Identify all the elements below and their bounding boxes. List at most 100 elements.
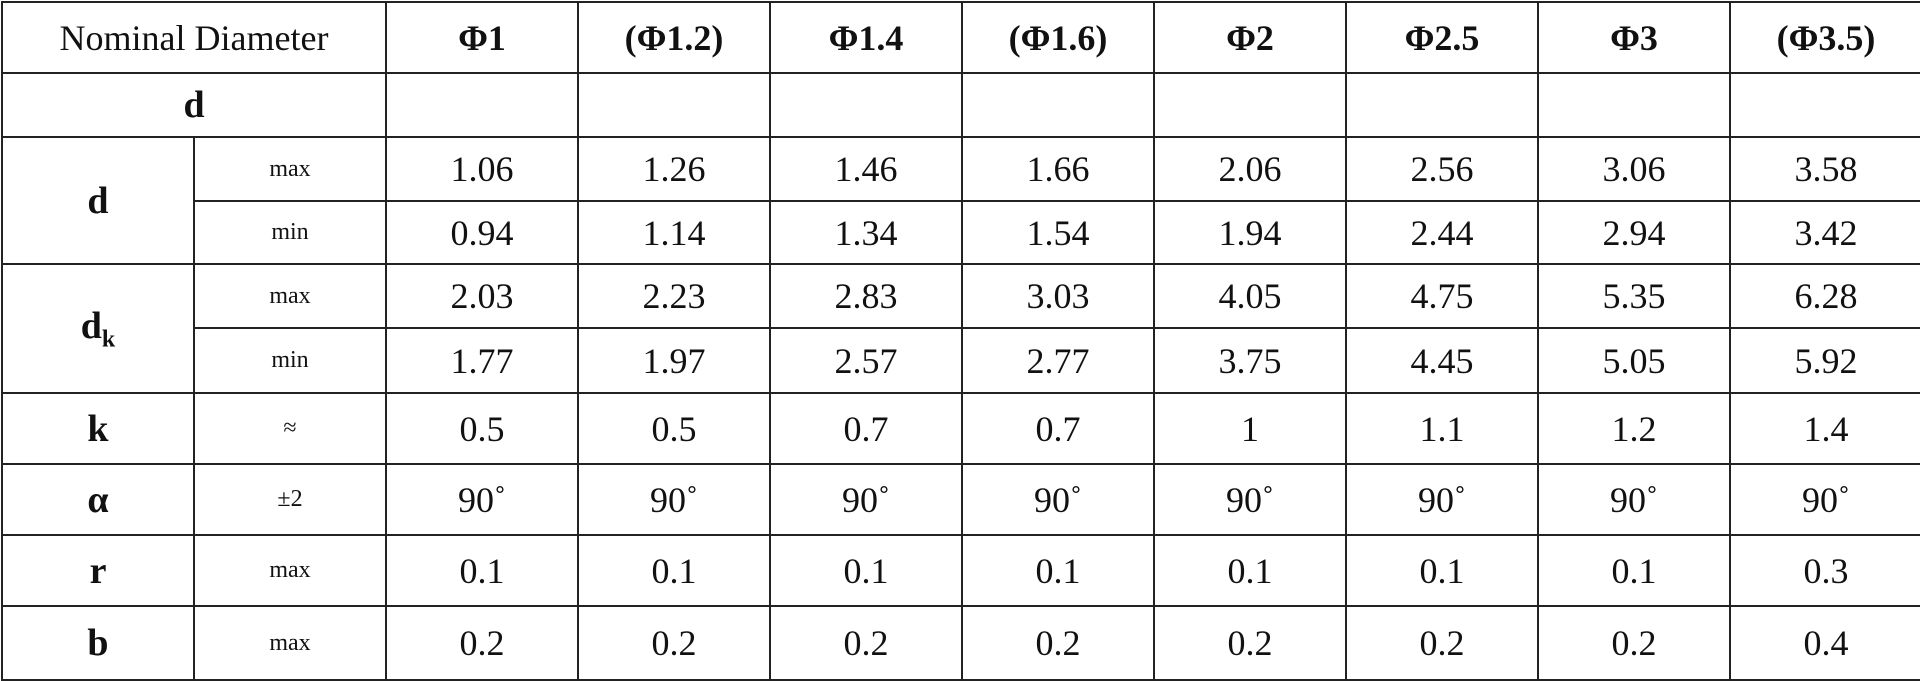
- value-cell: 1: [1153, 392, 1348, 465]
- value-cell: 3.58: [1729, 136, 1920, 202]
- value-cell: 0.3: [1729, 534, 1920, 607]
- value-cell: 2.94: [1537, 200, 1732, 265]
- value-cell: 90˚: [1153, 463, 1348, 536]
- symbol: k: [87, 407, 109, 450]
- value-cell: 0.1: [1345, 534, 1540, 607]
- empty-cell: [769, 72, 964, 138]
- value-cell: 0.1: [1153, 534, 1348, 607]
- tolerance-cell: max: [192, 534, 388, 607]
- value-cell: 1.54: [961, 200, 1156, 265]
- header-cell: Φ1: [385, 1, 580, 74]
- value-cell: 1.34: [769, 200, 964, 265]
- tolerance-cell: max: [192, 605, 388, 681]
- header-cell: Φ3: [1537, 1, 1732, 74]
- value-cell: 90˚: [1537, 463, 1732, 536]
- empty-cell: [961, 72, 1156, 138]
- empty-cell: [1153, 72, 1348, 138]
- tolerance-cell: max: [192, 136, 388, 202]
- empty-cell: [385, 72, 580, 138]
- table-row: d: [0, 72, 1920, 138]
- table-row: dk max 2.03 2.23 2.83 3.03 4.05 4.75 5.35 6.28: [1, 263, 1920, 394]
- value-cell: 90˚: [385, 463, 580, 536]
- header-cell: (Φ1.2): [577, 1, 772, 74]
- value-cell: 0.7: [961, 392, 1156, 465]
- empty-cell: [1537, 72, 1732, 138]
- tolerance-cell: min: [192, 200, 388, 265]
- header-cell: Φ2: [1153, 1, 1348, 74]
- value-cell: 1.2: [1537, 392, 1732, 465]
- value-cell: 90˚: [1729, 463, 1920, 536]
- value-cell: 5.92: [1729, 327, 1920, 394]
- symbol: r: [89, 549, 107, 592]
- value-cell: 2.57: [769, 327, 964, 394]
- symbol-cell: d: [1, 136, 195, 265]
- table-row: r max 0.1 0.1 0.1 0.1 0.1 0.1 0.1 0.3: [1, 534, 1920, 607]
- value-cell: 0.2: [577, 605, 772, 681]
- table-row: b max 0.2 0.2 0.2 0.2 0.2 0.2 0.2 0.4: [1, 605, 1920, 681]
- value-cell: 1.94: [1153, 200, 1348, 265]
- tolerance-cell: ≈: [192, 392, 388, 465]
- value-cell: 2.83: [769, 263, 964, 329]
- value-cell: 4.75: [1345, 263, 1540, 329]
- value-cell: 0.2: [1537, 605, 1732, 681]
- symbol: d: [87, 179, 109, 222]
- symbol-cell: b: [1, 605, 195, 681]
- value-cell: 1.77: [385, 327, 580, 394]
- empty-cell: [1345, 72, 1540, 138]
- value-cell: 1.97: [577, 327, 772, 394]
- value-cell: 1.46: [769, 136, 964, 202]
- value-cell: 90˚: [1345, 463, 1540, 536]
- symbol: α: [87, 478, 109, 521]
- value-cell: 0.2: [1153, 605, 1348, 681]
- value-cell: 5.05: [1537, 327, 1732, 394]
- value-cell: 2.23: [577, 263, 772, 329]
- table-row: d max 1.06 1.26 1.46 1.66 2.06 2.56 3.06 3.58: [1, 136, 1920, 265]
- value-cell: 3.06: [1537, 136, 1732, 202]
- symbol-cell: k: [1, 392, 195, 465]
- tolerance-cell: max: [192, 263, 388, 329]
- header-label: Nominal Diameter: [0, 1, 388, 74]
- table-row: min 0.94 1.14 1.34 1.54 1.94 2.44 2.94 3.42: [2, 200, 1920, 265]
- value-cell: 2.56: [1345, 136, 1540, 202]
- value-cell: 2.03: [385, 263, 580, 329]
- value-cell: 2.44: [1345, 200, 1540, 265]
- value-cell: 0.5: [577, 392, 772, 465]
- value-cell: 1.1: [1345, 392, 1540, 465]
- value-cell: 1.4: [1729, 392, 1920, 465]
- value-cell: 0.2: [385, 605, 580, 681]
- symbol-cell: α: [1, 463, 195, 536]
- value-cell: 3.42: [1729, 200, 1920, 265]
- symbol: b: [87, 622, 109, 664]
- value-cell: 6.28: [1729, 263, 1920, 329]
- value-cell: 0.1: [961, 534, 1156, 607]
- row-label: d: [0, 72, 388, 138]
- value-cell: 1.66: [961, 136, 1156, 202]
- symbol-cell: r: [1, 534, 195, 607]
- table-row: Nominal Diameter Φ1 (Φ1.2) Φ1.4 (Φ1.6) Φ2 Φ2.5…: [0, 1, 1920, 74]
- value-cell: 0.1: [769, 534, 964, 607]
- value-cell: 0.1: [1537, 534, 1732, 607]
- symbol-cell: dk: [1, 263, 195, 394]
- value-cell: 4.45: [1345, 327, 1540, 394]
- header-cell: Φ1.4: [769, 1, 964, 74]
- header-cell: Φ2.5: [1345, 1, 1540, 74]
- value-cell: 1.06: [385, 136, 580, 202]
- value-cell: 0.5: [385, 392, 580, 465]
- symbol: d: [80, 304, 102, 347]
- value-cell: 0.1: [577, 534, 772, 607]
- value-cell: 4.05: [1153, 263, 1348, 329]
- header-cell: (Φ3.5): [1729, 1, 1920, 74]
- value-cell: 5.35: [1537, 263, 1732, 329]
- value-cell: 1.26: [577, 136, 772, 202]
- value-cell: 0.1: [385, 534, 580, 607]
- tolerance-cell: ±2: [192, 463, 388, 536]
- value-cell: 90˚: [769, 463, 964, 536]
- value-cell: 1.14: [577, 200, 772, 265]
- header-cell: (Φ1.6): [961, 1, 1156, 74]
- table-row: α ±2 90˚ 90˚ 90˚ 90˚ 90˚ 90˚ 90˚ 90˚: [1, 463, 1920, 536]
- value-cell: 2.77: [961, 327, 1156, 394]
- value-cell: 3.03: [961, 263, 1156, 329]
- tolerance-cell: min: [192, 327, 388, 394]
